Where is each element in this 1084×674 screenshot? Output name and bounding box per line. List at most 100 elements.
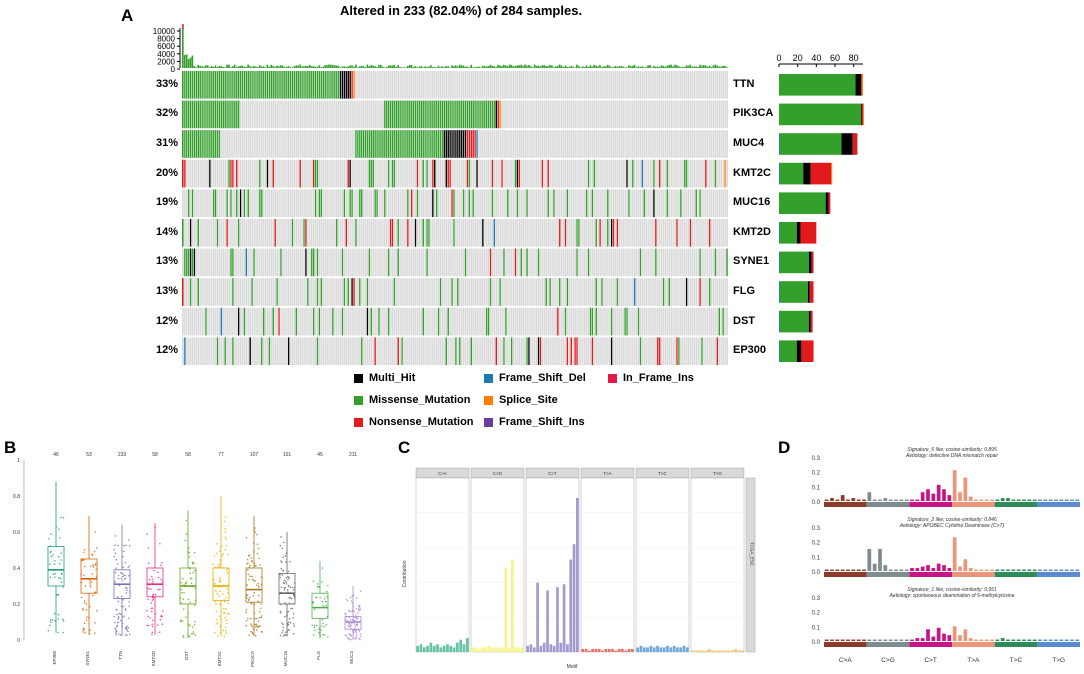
mutation-cell — [462, 189, 465, 217]
mutation-cell — [545, 278, 547, 306]
mutation-cell — [305, 219, 307, 247]
mutation-cell — [230, 71, 232, 99]
mutation-cell — [331, 71, 334, 99]
mutation-cell — [422, 100, 424, 129]
c-facet-label: T>C — [658, 471, 667, 476]
b-point — [318, 633, 321, 636]
tmb-bar — [262, 66, 265, 68]
b-count-label: 233 — [118, 452, 127, 458]
b-category-label: KMT2C — [217, 650, 222, 666]
mutation-cell — [374, 189, 376, 217]
mutation-cell — [420, 130, 423, 158]
tmb-bar — [606, 64, 609, 68]
mutation-cell — [341, 248, 344, 277]
d-xlabel: C>T — [924, 657, 936, 664]
tmb-bar — [537, 65, 540, 68]
mutation-cell — [185, 130, 188, 158]
mutation-cell — [182, 100, 184, 129]
tmb-bar — [703, 65, 705, 68]
b-point — [53, 563, 56, 565]
mutation-cell — [385, 130, 388, 158]
mutation-cell — [358, 278, 361, 306]
mutation-cell — [451, 189, 453, 217]
mutation-cell — [187, 100, 190, 129]
mutation-cell — [314, 159, 317, 188]
mutation-cell — [658, 159, 661, 188]
tmb-bar — [268, 66, 271, 68]
mutation-cell — [206, 130, 209, 158]
d-bar — [904, 499, 909, 501]
gene-bar-segment — [808, 251, 812, 274]
b-point — [293, 597, 296, 599]
mutation-cell — [439, 130, 442, 158]
tmb-bar — [614, 66, 617, 68]
d-bar — [995, 569, 1000, 571]
mutation-cell — [312, 248, 315, 277]
b-point — [349, 633, 352, 636]
b-point — [188, 625, 191, 627]
b-point — [312, 634, 315, 636]
b-point — [355, 634, 358, 637]
mutation-cell — [449, 130, 451, 158]
c-bar — [701, 650, 704, 652]
b-point — [128, 591, 131, 593]
b-point — [212, 563, 214, 566]
mutation-cell — [483, 100, 486, 129]
mutation-cell — [666, 159, 669, 188]
tmb-bar — [572, 66, 574, 68]
gene-label-muc16: MUC16 — [733, 196, 771, 209]
d-bar — [1011, 569, 1016, 571]
b-point — [184, 539, 187, 542]
d-bar — [888, 639, 893, 641]
gene-bar-segment — [779, 222, 780, 244]
b-point — [283, 589, 286, 591]
mutation-cell — [414, 130, 417, 158]
gene-percent-muc4: 31% — [155, 137, 178, 149]
c-bar — [539, 645, 543, 652]
b-point — [114, 621, 116, 624]
d-bar — [963, 629, 968, 641]
mutation-cell — [253, 71, 255, 99]
tmb-bar — [501, 66, 503, 68]
c-bar — [621, 648, 624, 652]
b-point — [327, 584, 329, 587]
d-bar — [1000, 569, 1005, 571]
mutation-cell — [316, 71, 319, 99]
d-bar — [947, 568, 952, 571]
mutation-cell — [318, 307, 321, 336]
d-ytick-label: 0.3 — [812, 596, 821, 602]
c-bar — [426, 645, 429, 652]
tmb-bar — [428, 66, 430, 68]
b-point — [193, 562, 195, 564]
b-point — [179, 621, 182, 623]
b-point — [214, 631, 216, 634]
mutation-cell — [428, 219, 430, 247]
mutation-cell — [199, 71, 201, 99]
d-signature-aetiology: Aetiology: spontaneous deamination of 5-… — [888, 593, 1014, 599]
gene-bar-segment — [779, 74, 856, 96]
mutation-cell — [318, 71, 321, 99]
b-box — [47, 546, 65, 587]
tmb-bar — [483, 66, 486, 68]
mutation-cell — [676, 219, 678, 247]
d-bar — [1048, 639, 1053, 641]
mutation-cell — [189, 278, 192, 306]
mutation-cell — [272, 307, 274, 336]
b-point — [350, 600, 353, 602]
mutation-cell — [405, 130, 407, 158]
mutation-cell — [276, 278, 278, 306]
b-point — [252, 551, 255, 553]
d-bar — [1038, 499, 1042, 501]
tmb-bar — [182, 28, 184, 68]
b-point — [216, 542, 218, 545]
b-point — [254, 565, 256, 567]
mutation-cell — [216, 130, 219, 158]
mutation-cell — [187, 248, 190, 277]
mutation-cell — [451, 130, 453, 158]
d-bar — [1027, 639, 1032, 641]
b-point — [286, 572, 288, 575]
tmb-bar — [222, 66, 224, 68]
b-point — [188, 567, 191, 569]
b-point — [245, 536, 248, 539]
b-point — [220, 545, 223, 547]
